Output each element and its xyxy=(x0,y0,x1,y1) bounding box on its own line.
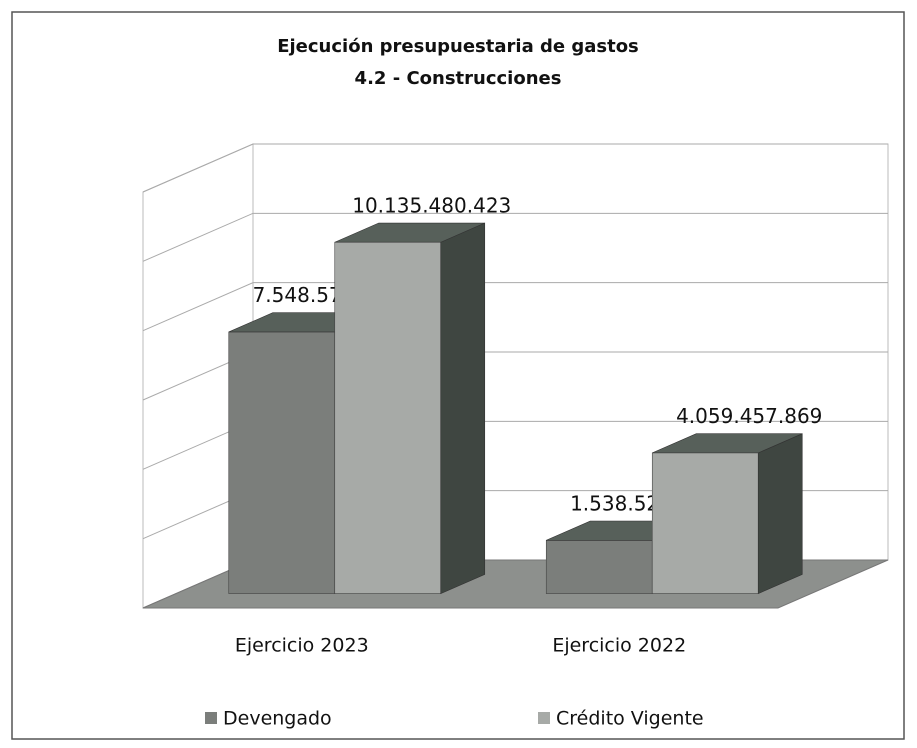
legend-swatch xyxy=(205,712,217,724)
legend-label: Crédito Vigente xyxy=(556,708,704,730)
bar-side xyxy=(757,433,803,595)
grid-line xyxy=(142,143,888,193)
bar-top xyxy=(652,433,803,454)
bar-front xyxy=(651,452,759,594)
legend-label: Devengado xyxy=(223,708,332,730)
data-label: 10.135.480.423 xyxy=(352,194,511,218)
data-label: 4.059.457.869 xyxy=(676,404,822,428)
bar xyxy=(651,433,803,595)
x-tick-label: Ejercicio 2023 xyxy=(235,635,369,657)
grid-line xyxy=(142,212,888,262)
x-tick-label: Ejercicio 2022 xyxy=(552,635,686,657)
grid-line xyxy=(142,282,888,332)
legend-swatch xyxy=(538,712,550,724)
bar-front xyxy=(334,241,442,594)
bar-front xyxy=(545,539,653,594)
bar-top xyxy=(334,222,485,243)
chart-subtitle: 4.2 - Construcciones xyxy=(355,68,562,89)
bar-front xyxy=(228,331,336,594)
chart-title: Ejecución presupuestaria de gastos xyxy=(277,36,639,57)
bar xyxy=(334,222,486,595)
bar-side xyxy=(440,222,486,595)
